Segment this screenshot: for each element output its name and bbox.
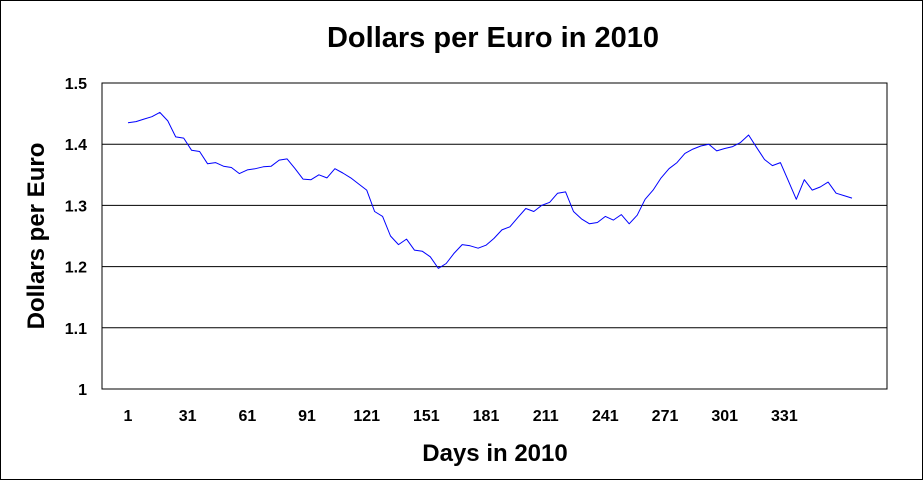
- x-tick-label: 151: [413, 408, 440, 425]
- x-axis-ticks: 1 31 61 91 121 151 181 211 241 271 301 331: [124, 408, 798, 425]
- y-tick-label: 1.1: [65, 321, 87, 338]
- gridlines: [102, 143, 887, 329]
- y-tick-label: 1.3: [65, 198, 87, 215]
- series-group: [127, 111, 853, 269]
- y-tick-label: 1.2: [65, 260, 87, 277]
- series-line: [127, 111, 853, 269]
- x-tick-label: 211: [533, 408, 559, 425]
- y-axis-title: Dollars per Euro: [23, 143, 50, 330]
- chart-title: Dollars per Euro in 2010: [327, 22, 659, 54]
- x-tick-label: 31: [179, 408, 197, 425]
- y-tick-label: 1: [78, 382, 87, 399]
- x-tick-label: 331: [771, 408, 798, 425]
- y-tick-label: 1.4: [65, 137, 87, 154]
- y-tick-label: 1.5: [65, 76, 87, 93]
- x-tick-label: 301: [711, 408, 738, 425]
- y-axis-ticks: 1.5 1.4 1.3 1.2 1.1 1: [65, 76, 87, 399]
- x-tick-label: 61: [238, 408, 256, 425]
- x-tick-label: 121: [353, 408, 380, 425]
- x-tick-label: 181: [473, 408, 500, 425]
- x-axis-title: Days in 2010: [422, 440, 567, 467]
- x-tick-label: 241: [592, 408, 619, 425]
- x-tick-label: 91: [298, 408, 316, 425]
- x-tick-label: 1: [124, 408, 133, 425]
- x-tick-label: 271: [652, 408, 679, 425]
- plot-area: [101, 82, 888, 390]
